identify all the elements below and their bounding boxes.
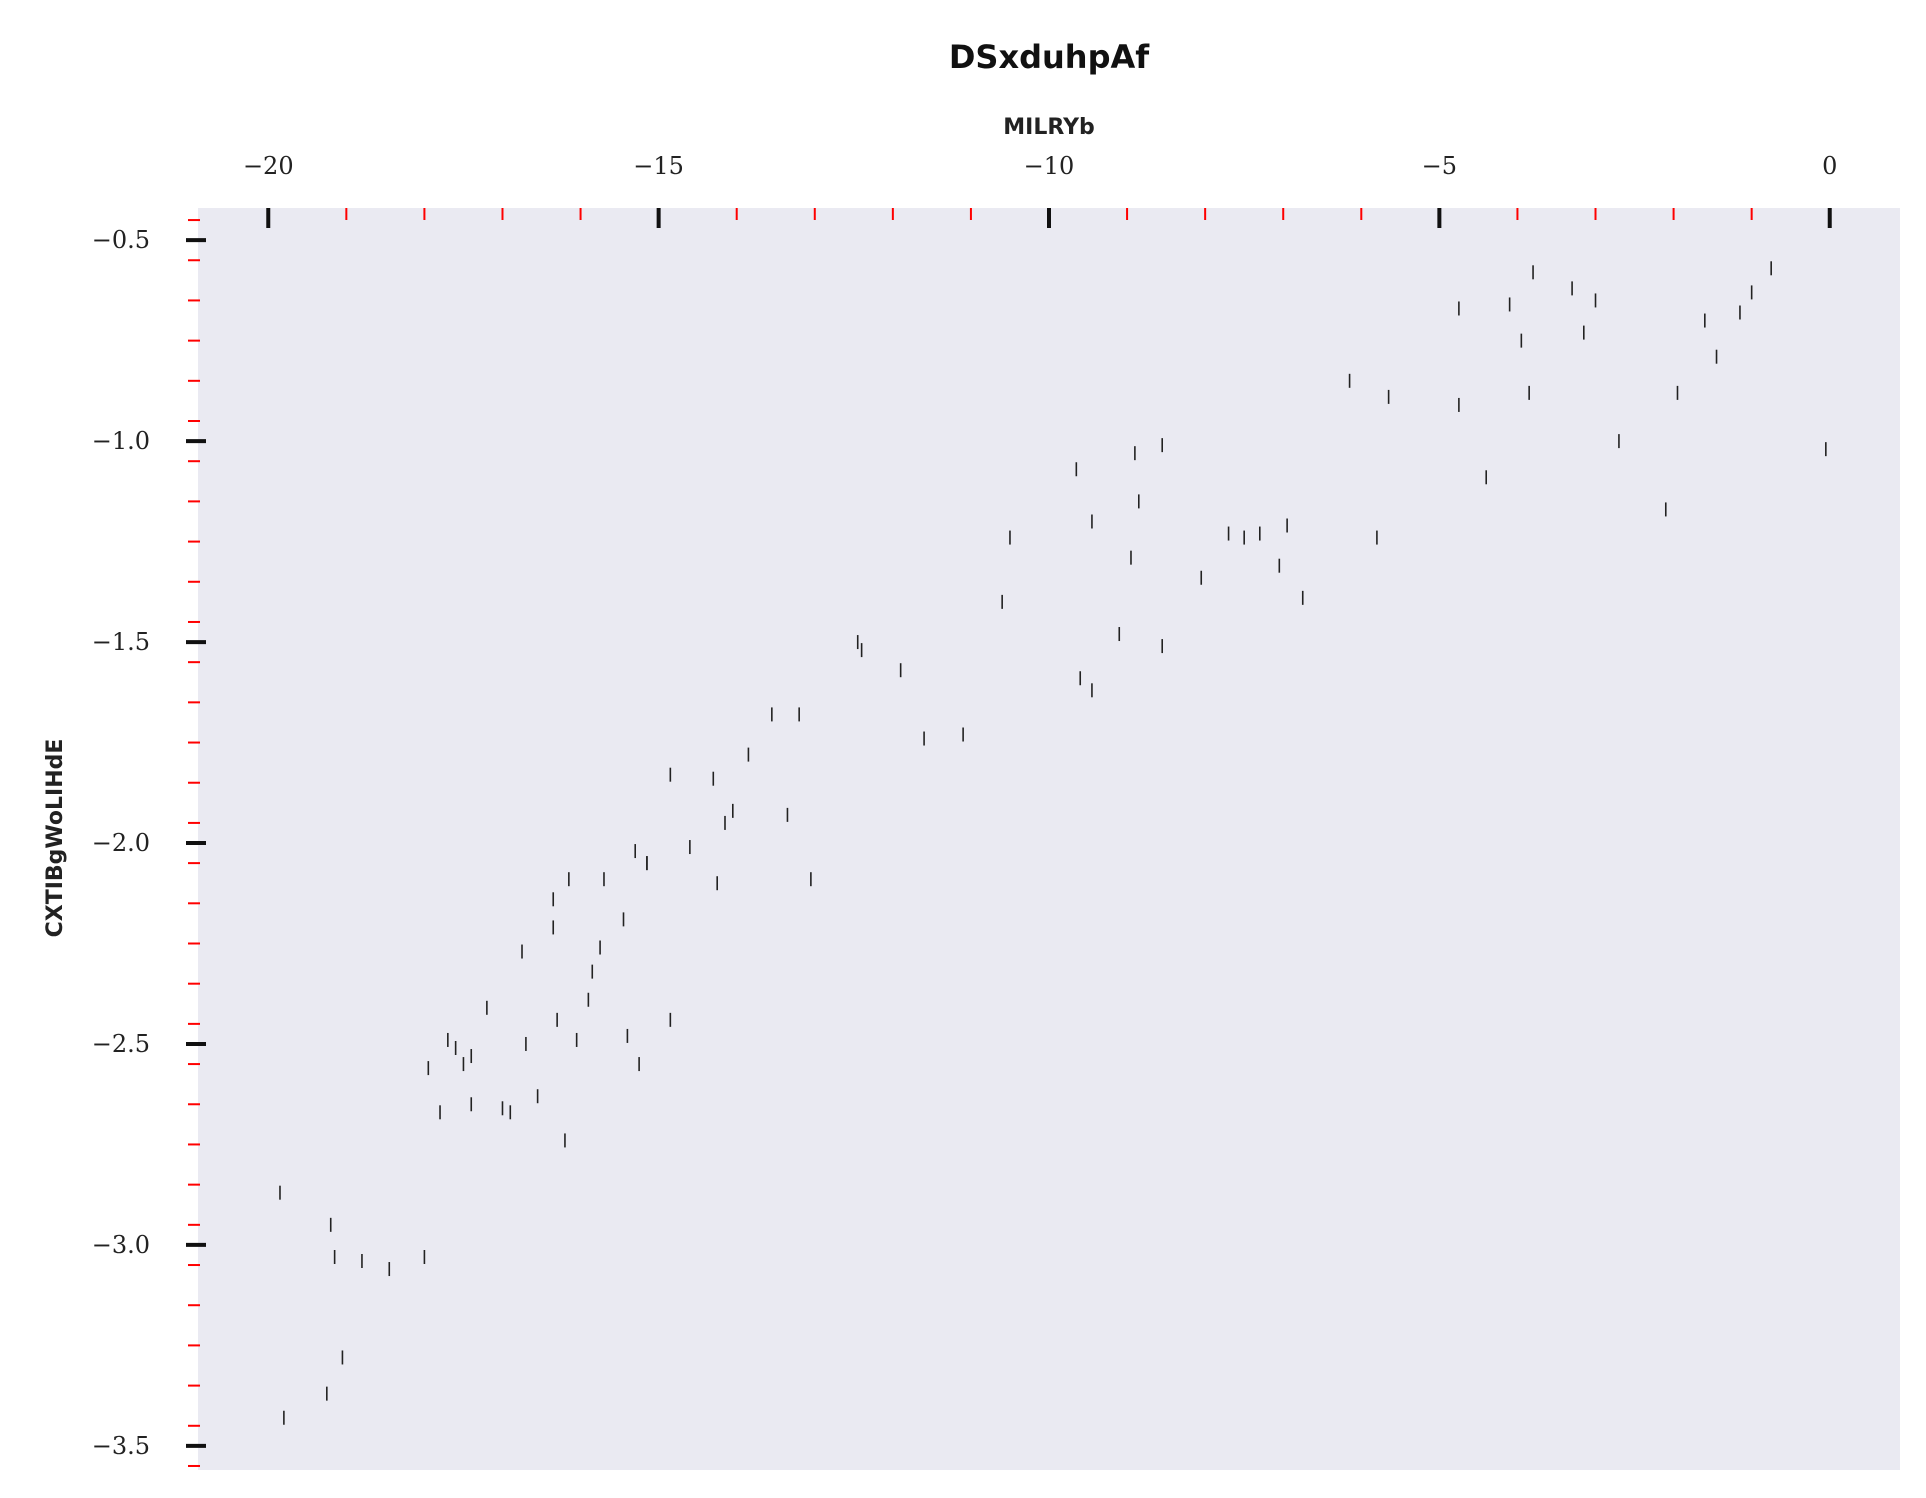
y-tick-label: −0.5 <box>92 226 150 254</box>
chart-title: DSxduhpAf <box>949 38 1150 76</box>
x-tick-label: 0 <box>1822 152 1837 180</box>
x-tick-label: −10 <box>1024 152 1075 180</box>
y-axis-ticks: −0.5 −1.0 −1.5 −2.0 −2.5 −3.0 −3.5 <box>92 219 206 1467</box>
y-axis-label: CXTIBgWoLIHdE <box>43 739 68 938</box>
y-tick-label: −3.5 <box>92 1432 150 1460</box>
y-tick-label: −2.0 <box>92 829 150 857</box>
y-tick-label: −2.5 <box>92 1030 150 1058</box>
y-tick-label: −1.5 <box>92 628 150 656</box>
plot-area-background <box>198 208 1900 1470</box>
x-tick-label: −20 <box>243 152 294 180</box>
x-tick-label: −15 <box>633 152 684 180</box>
x-tick-label: −5 <box>1422 152 1457 180</box>
y-tick-label: −1.0 <box>92 427 150 455</box>
x-axis-label: MILRYb <box>1003 115 1095 140</box>
x-axis-ticks: −20 −15 −10 −5 0 <box>243 152 1837 228</box>
y-tick-label: −3.0 <box>92 1231 150 1259</box>
scatter-markers <box>279 261 1827 1425</box>
